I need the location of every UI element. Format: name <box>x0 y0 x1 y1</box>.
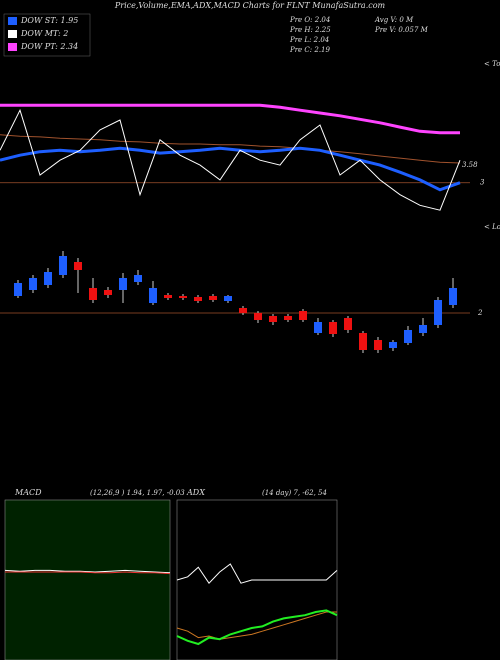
candle-body <box>209 296 217 300</box>
panel-title: ADX <box>186 488 205 497</box>
candle-body <box>119 278 127 290</box>
candle-body <box>404 330 412 343</box>
candle-body <box>284 316 292 320</box>
candle-body <box>269 316 277 322</box>
legend-swatch <box>8 43 17 51</box>
candle-body <box>179 296 187 298</box>
series-line <box>5 571 171 575</box>
legend-box <box>3 13 91 57</box>
candle-body <box>74 262 82 270</box>
annotation: < Tops <box>484 60 500 68</box>
candle-body <box>449 288 457 305</box>
candle-body <box>14 283 22 296</box>
candle-body <box>104 290 112 295</box>
candle-body <box>374 340 382 350</box>
annotation: < Lows <box>484 223 500 231</box>
y-tick-label: 3 <box>480 179 485 187</box>
candle-body <box>149 288 157 303</box>
page-title: Price,Volume,EMA,ADX,MACD Charts for FLN… <box>114 1 386 10</box>
panel-subtitle: (12,26,9 ) 1.94, 1.97, -0.03 <box>90 489 185 497</box>
candle-body <box>434 300 442 325</box>
stat-label: Pre C: 2.19 <box>289 46 330 54</box>
legend-label: DOW MT: 2 <box>20 29 68 38</box>
candle-body <box>419 325 427 333</box>
legend-swatch <box>8 30 17 38</box>
candle-body <box>89 288 97 300</box>
stat-label: Pre L: 2.04 <box>289 36 329 44</box>
candle-body <box>224 296 232 301</box>
legend-label: DOW PT: 2.34 <box>20 42 78 51</box>
panel-title: MACD <box>14 488 42 497</box>
candle-body <box>329 322 337 334</box>
candle-body <box>359 333 367 350</box>
candle-body <box>254 313 262 320</box>
candle-body <box>344 318 352 330</box>
legend-label: DOW ST: 1.95 <box>20 16 78 25</box>
candle-body <box>134 275 142 282</box>
series-line <box>176 563 338 584</box>
candle-body <box>44 272 52 285</box>
stat-label: Pre V: 0.057 M <box>374 26 429 34</box>
stat-label: Avg V: 0 M <box>374 16 414 24</box>
candle-body <box>164 295 172 298</box>
stat-label: Pre O: 2.04 <box>289 16 330 24</box>
series-line <box>0 108 461 211</box>
series-line <box>4 569 171 574</box>
candle-body <box>194 297 202 301</box>
candle-body <box>239 308 247 313</box>
series-line <box>0 103 460 135</box>
panel-subtitle: (14 day) 7, -62, 54 <box>262 489 327 497</box>
candle-body <box>314 322 322 333</box>
candle-body <box>29 278 37 290</box>
legend-swatch <box>8 17 17 25</box>
annotation: 3.58 <box>462 161 478 169</box>
series-line <box>176 611 337 640</box>
candle-body <box>59 256 67 275</box>
stat-label: Pre H: 2.25 <box>289 26 331 34</box>
series-line <box>0 134 461 164</box>
panel-background <box>4 499 171 660</box>
candle-body <box>389 342 397 348</box>
series-line <box>176 609 338 646</box>
y-tick-label: 2 <box>477 309 483 317</box>
candle-body <box>299 311 307 320</box>
